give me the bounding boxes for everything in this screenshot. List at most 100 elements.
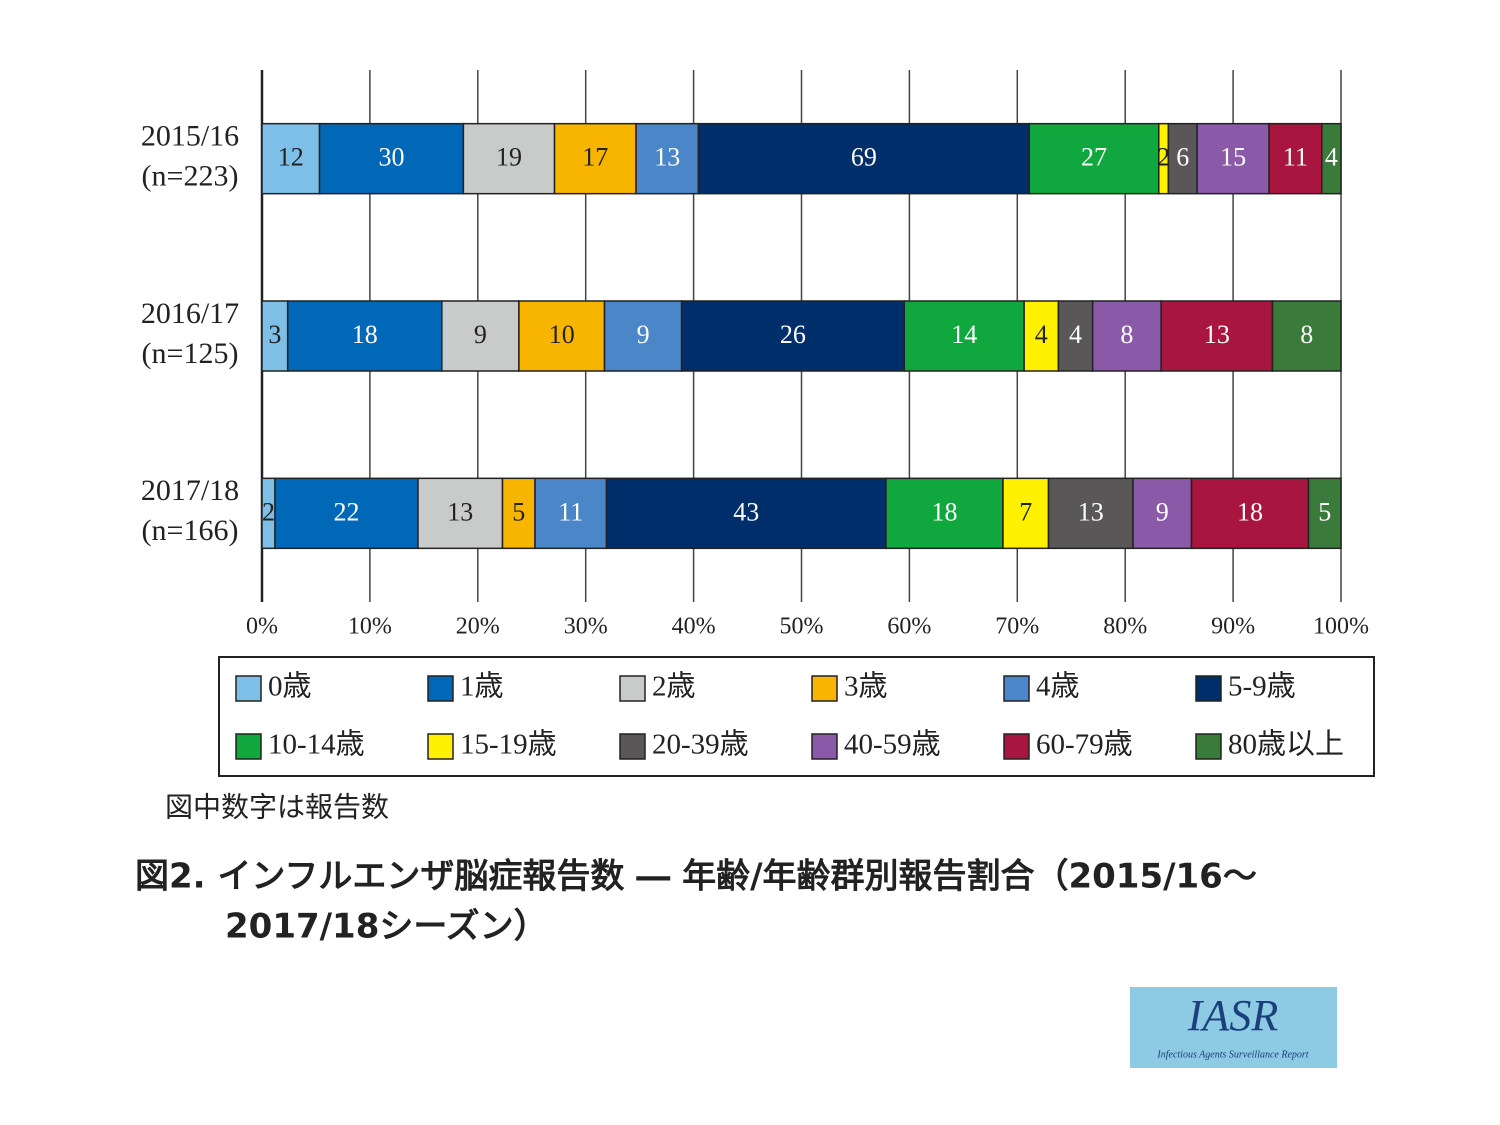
data-label: 30 xyxy=(378,143,404,172)
x-tick-label: 20% xyxy=(456,614,500,640)
bar-segment xyxy=(1190,477,1310,550)
data-label: 4 xyxy=(1069,320,1082,349)
bar-segment xyxy=(1307,477,1342,550)
legend-swatch xyxy=(1195,733,1222,760)
data-label: 11 xyxy=(558,497,583,526)
caption: 2017/18シーズン） xyxy=(225,907,548,947)
data-label: 19 xyxy=(496,143,522,172)
legend-swatch xyxy=(619,675,646,702)
legend-swatch xyxy=(1195,675,1222,702)
data-label: 13 xyxy=(1078,497,1104,526)
data-label: 18 xyxy=(352,320,378,349)
data-label: 4 xyxy=(1325,143,1338,172)
logo-box xyxy=(1130,987,1337,1068)
data-label: 10 xyxy=(549,320,575,349)
legend-swatch xyxy=(427,675,454,702)
bar-segment xyxy=(603,300,683,372)
category-label: 2016/17 xyxy=(141,297,239,330)
bar-segment xyxy=(261,300,289,372)
data-label: 5 xyxy=(512,497,525,526)
caption: 図2. インフルエンザ脳症報告数 ― 年齢/年齢群別報告割合（2015/16～ xyxy=(135,857,1257,897)
note: 図中数字は報告数 xyxy=(165,791,389,823)
data-label: 26 xyxy=(780,320,806,349)
legend-swatch xyxy=(811,675,838,702)
legend-swatch xyxy=(1003,733,1030,760)
data-label: 9 xyxy=(637,320,650,349)
data-label: 13 xyxy=(1204,320,1230,349)
bar-segment xyxy=(274,477,419,550)
data-label: 69 xyxy=(851,143,877,172)
legend-swatch xyxy=(235,733,262,760)
bar-segment xyxy=(318,122,465,195)
logo[interactable]: IASR Infectious Agents Surveillance Repo… xyxy=(1130,987,1337,1068)
x-tick-label: 30% xyxy=(564,614,608,640)
data-label: 3 xyxy=(268,320,281,349)
data-label: 13 xyxy=(654,143,680,172)
x-tick-label: 50% xyxy=(780,614,824,640)
legend-label: 4歳 xyxy=(1036,670,1080,703)
logo-title: IASR xyxy=(1187,991,1279,1040)
legend-swatch xyxy=(811,733,838,760)
category-label: 2015/16 xyxy=(141,120,239,153)
bar-segment xyxy=(1057,300,1094,372)
category-note: (n=125) xyxy=(142,337,239,370)
bar-segment xyxy=(635,122,700,195)
data-label: 11 xyxy=(1283,143,1308,172)
legend-label: 2歳 xyxy=(652,670,696,703)
bar-segment xyxy=(1321,122,1342,195)
bar-segment xyxy=(1196,122,1270,195)
bar-segment xyxy=(518,300,606,372)
data-label: 15 xyxy=(1220,143,1246,172)
data-label: 27 xyxy=(1081,143,1107,172)
data-label: 17 xyxy=(582,143,608,172)
bar-segment xyxy=(261,122,321,195)
x-tick-label: 80% xyxy=(1103,614,1147,640)
data-label: 12 xyxy=(278,143,304,172)
x-tick-label: 100% xyxy=(1313,614,1369,640)
legend-box xyxy=(218,656,1375,777)
bar-segment xyxy=(553,122,637,195)
data-label: 18 xyxy=(932,497,958,526)
x-tick-label: 10% xyxy=(348,614,392,640)
bar-segment xyxy=(605,477,887,550)
legend-label: 5-9歳 xyxy=(1228,670,1296,703)
bar-segment xyxy=(1160,300,1274,372)
data-label: 18 xyxy=(1237,497,1263,526)
data-label: 14 xyxy=(951,320,977,349)
legend-swatch xyxy=(235,675,262,702)
data-label: 43 xyxy=(733,497,759,526)
legend-label: 60-79歳 xyxy=(1036,728,1133,761)
bar-segment xyxy=(462,122,556,195)
legend-label: 20-39歳 xyxy=(652,728,749,761)
data-label: 9 xyxy=(1156,497,1169,526)
bar-segment xyxy=(680,300,906,372)
legend-swatch xyxy=(1003,675,1030,702)
data-label: 8 xyxy=(1120,320,1133,349)
legend-label: 1歳 xyxy=(460,670,504,703)
bar-segment xyxy=(697,122,1031,195)
data-label: 22 xyxy=(334,497,360,526)
legend-label: 80歳以上 xyxy=(1228,728,1344,761)
legend-label: 10-14歳 xyxy=(268,728,365,761)
legend-label: 40-59歳 xyxy=(844,728,941,761)
data-label: 9 xyxy=(474,320,487,349)
data-label: 5 xyxy=(1318,497,1331,526)
x-tick-label: 90% xyxy=(1211,614,1255,640)
bar-segment xyxy=(534,477,608,550)
legend-swatch xyxy=(427,733,454,760)
data-label: 2 xyxy=(262,497,275,526)
x-tick-label: 0% xyxy=(246,614,278,640)
bar-segment xyxy=(1271,300,1342,372)
data-label: 2 xyxy=(1157,143,1170,172)
x-tick-label: 60% xyxy=(887,614,931,640)
category-note: (n=223) xyxy=(142,160,239,193)
x-tick-label: 70% xyxy=(995,614,1039,640)
data-label: 8 xyxy=(1300,320,1313,349)
data-label: 13 xyxy=(447,497,473,526)
bar-segment xyxy=(417,477,504,550)
bar-segment xyxy=(286,300,443,372)
legend-label: 15-19歳 xyxy=(460,728,557,761)
category-label: 2017/18 xyxy=(141,474,239,507)
